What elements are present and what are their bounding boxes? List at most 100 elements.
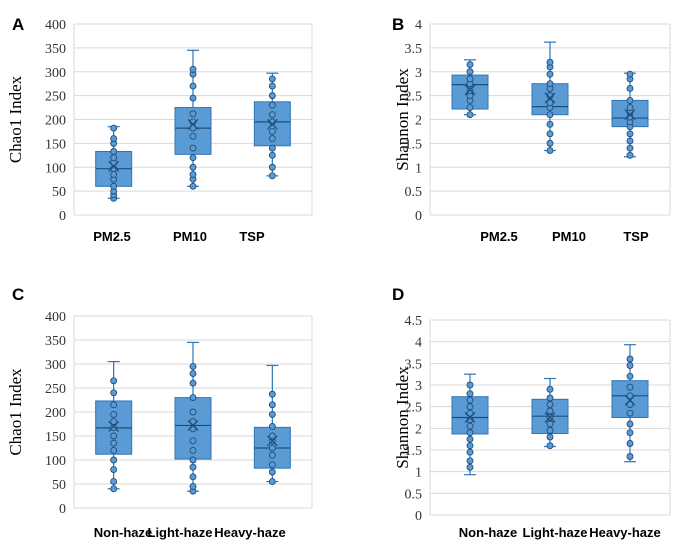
data-point (268, 135, 276, 143)
data-point (110, 432, 118, 440)
data-point (466, 442, 474, 450)
data-point (189, 463, 197, 471)
data-point (626, 137, 634, 145)
data-point (546, 70, 554, 78)
y-axis-label: Shannon Index (393, 366, 412, 469)
box-group-non-haze (95, 361, 133, 493)
data-point (626, 144, 634, 152)
data-point (268, 127, 276, 135)
y-axis-label: Shannon Index (393, 68, 412, 171)
data-point (189, 456, 197, 464)
data-point (110, 446, 118, 454)
data-point (268, 82, 276, 90)
data-point (546, 427, 554, 434)
data-point (268, 151, 276, 159)
data-point (110, 478, 118, 486)
mean-stroke (108, 160, 120, 172)
panel-label: D (392, 285, 404, 304)
data-point (268, 111, 276, 119)
data-point (110, 466, 118, 474)
y-tick-label: 3.5 (405, 42, 423, 57)
mean-marker (108, 160, 120, 172)
y-axis-label: Chao1 Index (6, 75, 25, 163)
data-point (268, 144, 276, 152)
data-point (189, 379, 197, 387)
data-point (189, 182, 197, 190)
data-point (110, 485, 118, 493)
x-category-label: Heavy-haze (589, 525, 661, 540)
y-tick-label: 2 (415, 114, 422, 129)
data-point (189, 408, 197, 416)
data-point (626, 429, 634, 437)
data-point (268, 101, 276, 109)
data-point (110, 410, 118, 418)
data-point (626, 383, 634, 391)
panel-c: C Chao1 Index 0 50 100 150 200 250 300 350 400 Non-… (6, 285, 313, 540)
data-point (110, 154, 118, 162)
data-point (268, 432, 276, 440)
data-point (546, 111, 554, 119)
box-group-pm2-5 (451, 59, 489, 119)
data-point (189, 82, 197, 90)
data-point (189, 394, 197, 402)
y-tick-label: 350 (45, 42, 66, 57)
mean-marker (187, 118, 199, 130)
data-point (626, 70, 634, 78)
y-tick-label: 2.5 (405, 401, 423, 416)
x-category-label: PM2.5 (93, 229, 131, 244)
data-point (189, 170, 197, 178)
data-point (110, 401, 118, 409)
data-point (189, 110, 197, 118)
y-tick-label: 1.5 (405, 137, 423, 152)
data-point (546, 407, 554, 415)
mean-marker (108, 420, 120, 432)
mean-stroke (187, 118, 199, 130)
y-tick-label: 400 (45, 18, 66, 33)
data-point (626, 401, 634, 408)
data-point (268, 478, 276, 486)
data-point (110, 389, 118, 397)
mean-marker (624, 109, 636, 121)
data-point (626, 362, 634, 369)
box-group-heavy-haze (611, 344, 649, 463)
y-tick-label: 350 (45, 334, 66, 349)
data-point (466, 448, 474, 456)
mean-marker (464, 412, 476, 423)
data-point (268, 410, 276, 418)
y-tick-label: 3.5 (405, 357, 423, 372)
box-group-light-haze (174, 341, 212, 495)
y-tick-label: 50 (52, 478, 66, 493)
data-point (110, 418, 118, 426)
data-point (626, 392, 634, 400)
x-category-label: PM10 (552, 229, 586, 244)
y-tick-label: 3 (415, 379, 422, 394)
mean-stroke (464, 84, 476, 96)
mean-stroke (624, 394, 636, 406)
panel-d: D Shannon Index 0 0.5 1 1.5 2 2.5 3 3.5 4 4.5 Non-ha… (392, 285, 671, 540)
y-tick-label: 0.5 (405, 487, 423, 502)
data-point (110, 124, 118, 132)
data-point (189, 65, 197, 73)
x-category-label: Non-haze (459, 525, 518, 540)
data-point (546, 385, 554, 393)
data-point (466, 403, 474, 411)
data-point (466, 68, 474, 76)
box-group-light-haze (531, 377, 569, 450)
panel-label: C (12, 285, 24, 304)
panel-label: B (392, 15, 404, 34)
data-point (189, 482, 197, 490)
mean-stroke (464, 412, 476, 423)
box-group-pm10 (174, 49, 212, 190)
panel-label: A (12, 15, 24, 34)
data-point (626, 104, 634, 112)
data-point (268, 422, 276, 430)
y-tick-label: 2 (415, 422, 422, 437)
box-group-tsp (253, 72, 291, 180)
data-point (466, 390, 474, 398)
data-point (546, 120, 554, 128)
data-point (466, 422, 474, 430)
box-group-tsp (611, 70, 649, 159)
mean-marker (544, 412, 556, 423)
mean-stroke (544, 92, 556, 104)
y-tick-label: 50 (52, 185, 66, 200)
